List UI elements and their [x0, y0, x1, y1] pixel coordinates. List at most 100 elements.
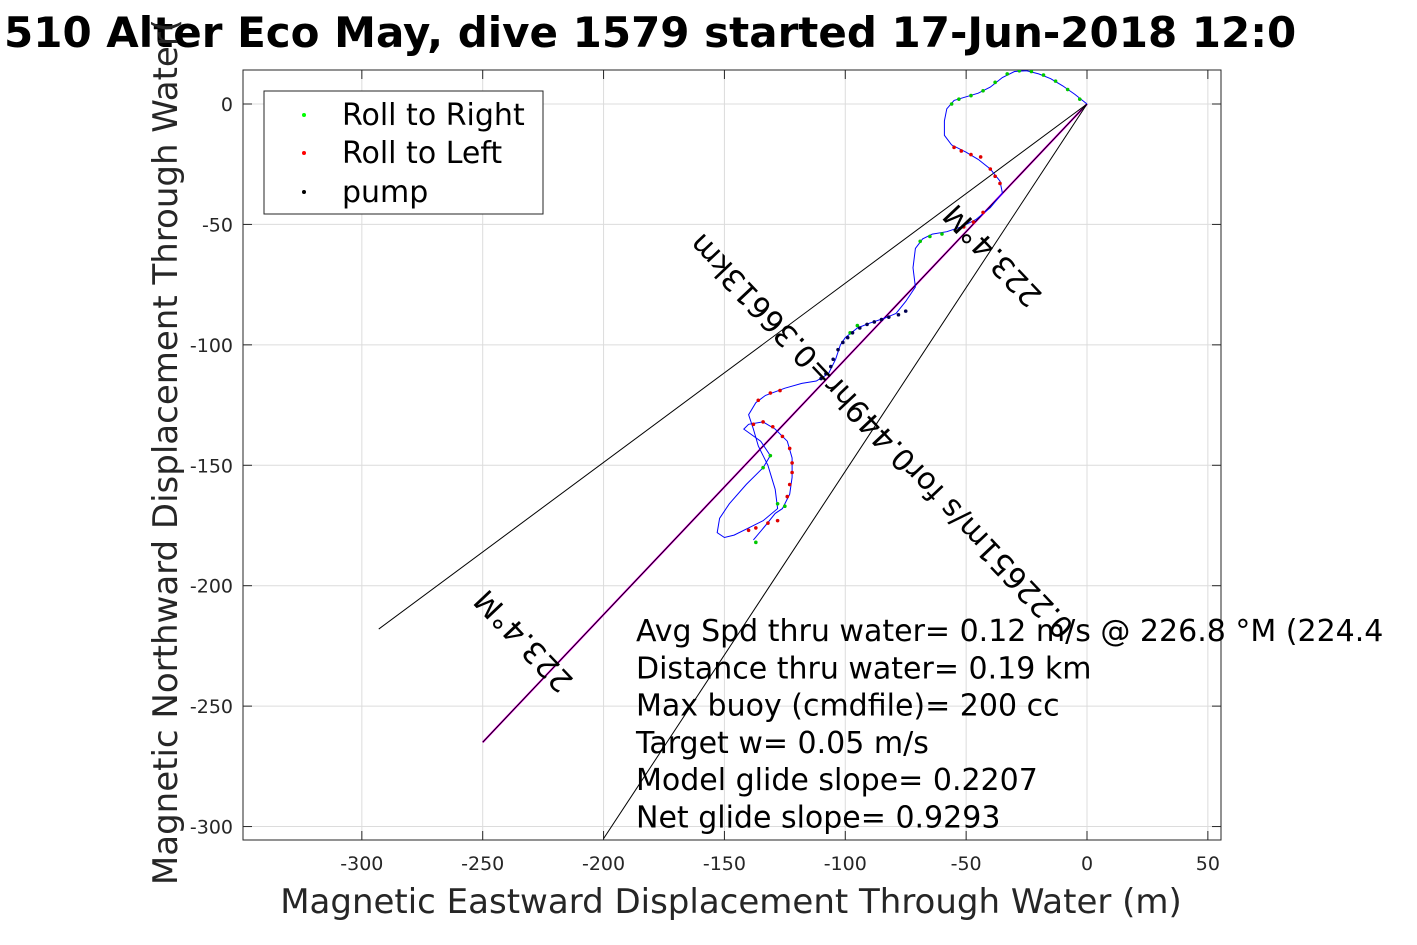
roll-right-point [1005, 72, 1010, 76]
roll-right-point [1041, 73, 1046, 77]
pump-point [836, 347, 840, 352]
roll-left-point [981, 210, 985, 215]
roll-left-point [969, 152, 973, 157]
stats-annotations: Avg Spd thru water= 0.12 m/s @ 226.8 °M … [635, 614, 1383, 836]
roll-left-point [790, 461, 794, 465]
roll-right-point [1029, 70, 1034, 74]
pump-point [845, 335, 850, 340]
axis-ticks: -300 -250 -200 -150 -100 -50 0 50 0 -50 -100 -150 -2… [190, 70, 1221, 875]
pump-point [824, 371, 828, 376]
stat-line: Max buoy (cmdfile)= 200 cc [636, 689, 1060, 724]
legend-marker-pump [302, 190, 306, 194]
x-tick-label: -200 [582, 853, 625, 875]
x-tick-label: -250 [461, 853, 504, 875]
axes-box [242, 69, 1222, 841]
roll-right-point [783, 504, 787, 509]
roll-left-point [770, 424, 775, 429]
roll-left-point [754, 526, 758, 530]
stat-line: Distance thru water= 0.19 km [636, 651, 1091, 686]
lower-bound-line [603, 103, 1088, 839]
stat-line: Target w= 0.05 m/s [635, 726, 929, 761]
y-axis-label: Magnetic Northward Displacement Through … [146, 19, 186, 885]
roll-right-point [928, 234, 932, 239]
roll-right-point [1053, 79, 1058, 83]
roll-left-point [961, 225, 966, 229]
roll-left-point [787, 482, 792, 487]
upper-bound-line [378, 103, 1088, 630]
legend-marker-roll-left [302, 151, 306, 155]
roll-right-point [761, 465, 765, 470]
plot-content [378, 70, 1088, 839]
legend-label-roll-right: Roll to Right [342, 98, 525, 133]
roll-left-point [746, 528, 751, 533]
stat-line: Net glide slope= 0.9293 [636, 801, 1000, 836]
pump-point [896, 312, 901, 317]
roll-right-point [768, 453, 773, 458]
stat-line: Model glide slope= 0.2207 [636, 763, 1038, 798]
y-tick-label: -250 [190, 696, 233, 718]
roll-left-point [785, 494, 790, 499]
roll-left-point [768, 391, 773, 395]
roll-left-point [775, 518, 780, 523]
roll-left-point [751, 422, 756, 427]
x-tick-label: -50 [951, 853, 982, 875]
roll-right-point [993, 80, 997, 85]
roll-left-point [978, 155, 983, 159]
pump-point [828, 364, 833, 369]
roll-right-point [855, 323, 860, 328]
roll-left-point [971, 220, 976, 224]
heading-label-2: 223.4°M [468, 582, 581, 698]
grid [243, 70, 1221, 840]
roll-right-point [969, 93, 973, 98]
roll-left-point [756, 398, 761, 403]
y-tick-label: -50 [202, 214, 233, 236]
roll-right-point [940, 232, 944, 236]
legend-box [263, 90, 544, 215]
roll-left-point [988, 167, 993, 171]
roll-left-point [761, 420, 765, 424]
pump-point [872, 320, 877, 324]
legend-label-roll-left: Roll to Left [342, 136, 502, 171]
pump-point [879, 317, 884, 322]
x-tick-label: 50 [1196, 853, 1220, 875]
pump-point [819, 376, 823, 381]
roll-left-point [790, 470, 794, 475]
roll-right-point [918, 239, 923, 244]
pump-point [831, 357, 835, 362]
roll-right-point [775, 502, 780, 506]
roll-right-point [1065, 87, 1070, 92]
x-tick-label: 0 [1081, 853, 1093, 875]
pump-point [857, 326, 862, 330]
roll-left-point [993, 174, 997, 179]
roll-left-point [787, 446, 792, 451]
roll-left-point [766, 521, 770, 525]
y-tick-label: -200 [190, 576, 233, 598]
pump-point [850, 331, 855, 335]
roll-right-point [754, 540, 758, 545]
x-axis-label: Magnetic Eastward Displacement Through W… [280, 882, 1182, 922]
pump-point [865, 322, 869, 327]
pump-point [886, 315, 891, 319]
roll-left-point [998, 181, 1002, 186]
legend: Roll to Right Roll to Left pump [263, 90, 544, 215]
pump-point [903, 309, 908, 313]
pump-point [841, 340, 845, 345]
x-tick-label: -100 [824, 853, 867, 875]
roll-right-point [1077, 97, 1082, 101]
legend-label-pump: pump [342, 175, 428, 210]
roll-left-point [959, 149, 964, 153]
roll-right-point [957, 97, 961, 101]
y-tick-label: -150 [190, 455, 233, 477]
chart-title: 510 Alter Eco May, dive 1579 started 17-… [4, 8, 1296, 57]
track-line [716, 70, 1088, 541]
stat-line: Avg Spd thru water= 0.12 m/s @ 226.8 °M … [636, 614, 1383, 649]
x-tick-label: -300 [340, 853, 383, 875]
roll-right-point [1017, 70, 1022, 73]
roll-right-point [949, 102, 954, 106]
roll-right-point [981, 88, 985, 93]
roll-left-point [778, 388, 782, 393]
roll-left-point [952, 145, 956, 150]
x-tick-label: -150 [703, 853, 746, 875]
y-tick-label: -300 [190, 817, 233, 839]
